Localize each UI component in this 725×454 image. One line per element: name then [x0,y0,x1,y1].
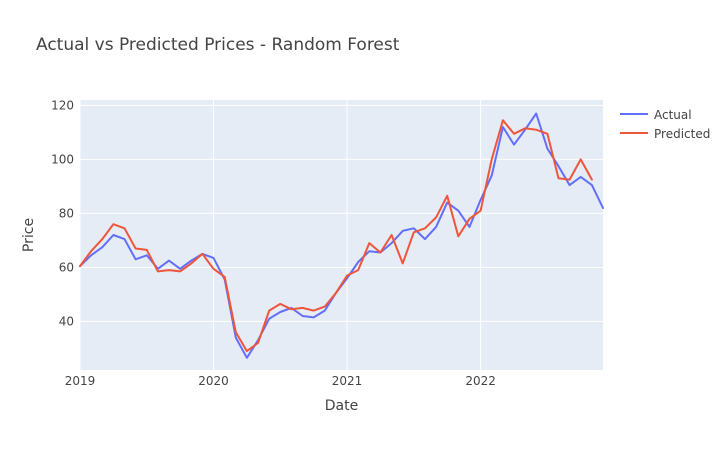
y-tick-label: 80 [59,206,74,220]
chart-title: Actual vs Predicted Prices - Random Fore… [36,35,400,55]
legend-label-predicted: Predicted [654,127,710,141]
grid [79,100,603,370]
series-lines [79,112,604,359]
x-axis-label: Date [325,398,358,414]
legend-item-predicted[interactable]: Predicted [620,127,710,141]
legend-item-actual[interactable]: Actual [620,108,692,122]
plot-area [80,100,603,370]
legend[interactable]: Actual Predicted [620,108,710,141]
x-tick-label: 2019 [65,374,96,388]
y-tick-label: 60 [59,260,74,274]
y-axis-ticks: 40 60 80 100 120 [51,98,74,328]
x-tick-label: 2020 [198,374,229,388]
y-tick-label: 120 [51,98,74,112]
y-tick-label: 100 [51,152,74,166]
legend-label-actual: Actual [654,108,692,122]
y-axis-label: Price [21,218,37,252]
x-tick-label: 2021 [332,374,363,388]
series-line-predicted [79,119,593,353]
x-tick-label: 2022 [465,374,496,388]
x-axis-ticks: 2019 2020 2021 2022 [65,374,496,388]
y-tick-label: 40 [59,314,74,328]
